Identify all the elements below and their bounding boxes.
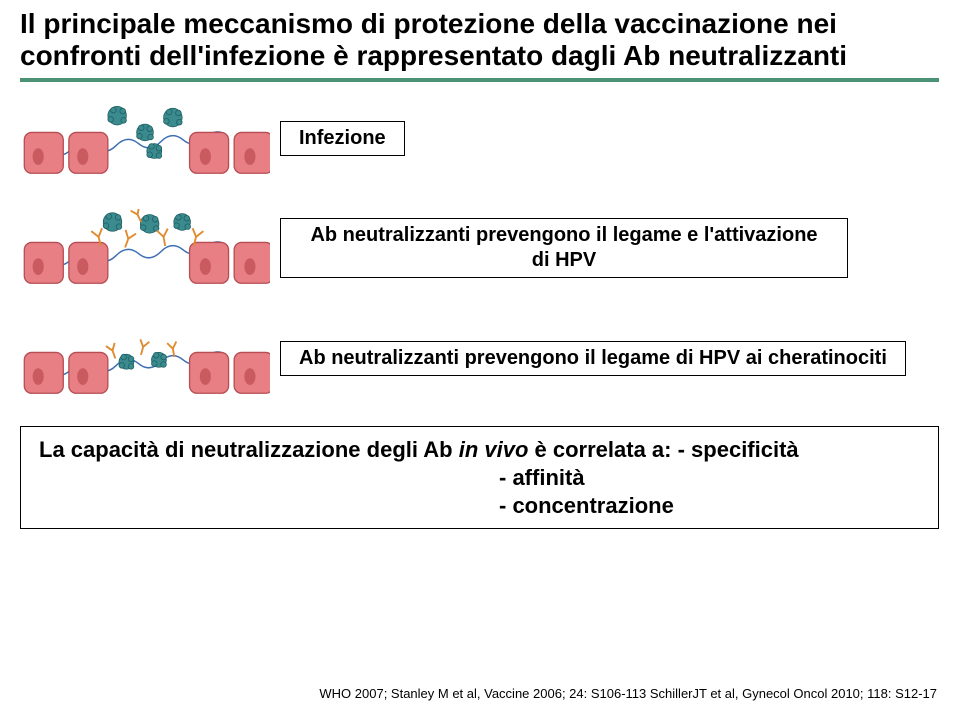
- row-prevent-binding: Ab neutralizzanti prevengono il legame e…: [20, 206, 939, 290]
- illustration-infection: [20, 99, 270, 177]
- illustration-prevent-binding: [20, 209, 270, 287]
- slide: Il principale meccanismo di protezione d…: [0, 0, 959, 709]
- summary-line1-prefix: La capacità di neutralizzazione degli Ab: [39, 437, 459, 462]
- summary-line1-italic: in vivo: [459, 437, 529, 462]
- summary-line3: - concentrazione: [39, 491, 920, 521]
- slide-title: Il principale meccanismo di protezione d…: [20, 8, 939, 72]
- title-underline: [20, 78, 939, 82]
- illustration-prevent-keratinocyte: [20, 319, 270, 397]
- citation: WHO 2007; Stanley M et al, Vaccine 2006;…: [319, 686, 937, 701]
- label-prevent-binding: Ab neutralizzanti prevengono il legame e…: [280, 218, 848, 278]
- summary-box: La capacità di neutralizzazione degli Ab…: [20, 426, 939, 529]
- summary-line2: - affinità: [39, 463, 920, 493]
- row-prevent-keratinocyte: Ab neutralizzanti prevengono il legame d…: [20, 316, 939, 400]
- summary-line1-suffix: è correlata a: - specificità: [535, 437, 799, 462]
- row-infection: Infezione: [20, 96, 939, 180]
- label-infection: Infezione: [280, 121, 405, 156]
- label-prevent-keratinocyte: Ab neutralizzanti prevengono il legame d…: [280, 341, 906, 376]
